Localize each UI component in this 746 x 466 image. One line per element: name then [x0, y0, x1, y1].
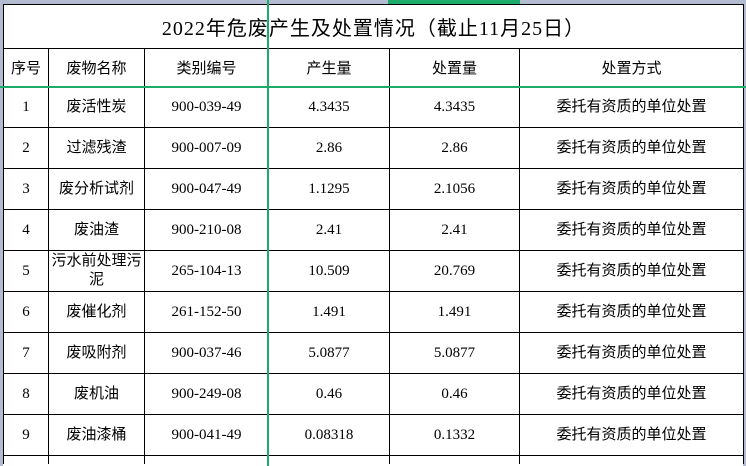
table-row: 5 污水前处理污泥 265-104-13 10.509 20.769 委托有资质的单位处置 [3, 250, 745, 292]
table-cell[interactable]: 3 [3, 168, 49, 210]
table-cell[interactable]: 委托有资质的单位处置 [518, 332, 745, 374]
table-cell[interactable]: 5.0877 [389, 332, 520, 374]
table-row: 3 废分析试剂 900-047-49 1.1295 2.1056 委托有资质的单位处置 [3, 168, 745, 210]
table-row: 7 废吸附剂 900-037-46 5.0877 5.0877 委托有资质的单位处置 [3, 332, 745, 374]
table-cell[interactable]: 900-047-49 [144, 168, 269, 210]
table-cell[interactable]: 2.86 [389, 127, 520, 169]
table-cell[interactable]: 9 [3, 414, 49, 456]
table-cell[interactable] [48, 455, 145, 464]
table-cell[interactable]: 委托有资质的单位处置 [518, 168, 745, 210]
table-cell[interactable]: 900-037-46 [144, 332, 269, 374]
table-cell[interactable]: 261-152-50 [144, 291, 269, 333]
table-cell[interactable]: 过滤残渣 [48, 127, 145, 169]
table-cell[interactable] [3, 455, 49, 464]
column-header-index[interactable]: 序号 [3, 48, 49, 87]
column-header-waste-name[interactable]: 废物名称 [48, 48, 145, 87]
table-cell[interactable]: 900-041-49 [144, 414, 269, 456]
table-cell[interactable]: 8 [3, 373, 49, 415]
table-cell[interactable]: 委托有资质的单位处置 [518, 86, 745, 128]
table-cell[interactable] [268, 455, 390, 464]
table-cell[interactable]: 900-007-09 [144, 127, 269, 169]
table-cell[interactable]: 7 [3, 332, 49, 374]
table-cell[interactable]: 委托有资质的单位处置 [518, 291, 745, 333]
table-cell[interactable]: 废活性炭 [48, 86, 145, 128]
table-cell[interactable]: 委托有资质的单位处置 [518, 209, 745, 251]
table-cell[interactable]: 20.769 [389, 250, 520, 292]
table-cell[interactable]: 10.509 [268, 250, 390, 292]
table-row: 6 废催化剂 261-152-50 1.491 1.491 委托有资质的单位处置 [3, 291, 745, 333]
table-cell[interactable]: 废分析试剂 [48, 168, 145, 210]
table-cell[interactable] [389, 455, 520, 464]
table-cell[interactable] [518, 455, 745, 464]
table-cell[interactable]: 5.0877 [268, 332, 390, 374]
table-cell[interactable]: 900-039-49 [144, 86, 269, 128]
table-cell[interactable]: 委托有资质的单位处置 [518, 127, 745, 169]
table-row: 4 废油渣 900-210-08 2.41 2.41 委托有资质的单位处置 [3, 209, 745, 251]
table-cell[interactable]: 4.3435 [389, 86, 520, 128]
header-row: 序号 废物名称 类别编号 产生量 处置量 处置方式 [3, 48, 745, 87]
column-header-category-code[interactable]: 类别编号 [144, 48, 269, 87]
column-header-disposal-method[interactable]: 处置方式 [518, 48, 745, 87]
table-cell[interactable]: 1 [3, 86, 49, 128]
table-cell[interactable]: 2.41 [268, 209, 390, 251]
table-cell[interactable]: 0.46 [268, 373, 390, 415]
table-cell[interactable]: 0.46 [389, 373, 520, 415]
table-cell[interactable]: 1.1295 [268, 168, 390, 210]
table-cell[interactable]: 4.3435 [268, 86, 390, 128]
window-edge-strip-right [743, 0, 746, 466]
table-cell[interactable]: 5 [3, 250, 49, 292]
table-row: 8 废机油 900-249-08 0.46 0.46 委托有资质的单位处置 [3, 373, 745, 415]
table-cell[interactable]: 委托有资质的单位处置 [518, 373, 745, 415]
table-cell[interactable]: 1.491 [389, 291, 520, 333]
page-title[interactable]: 2022年危废产生及处置情况（截止11月25日） [2, 4, 745, 49]
table-cell[interactable]: 废催化剂 [48, 291, 145, 333]
waste-table: 2022年危废产生及处置情况（截止11月25日） 序号 废物名称 类别编号 产生… [2, 4, 745, 464]
title-row: 2022年危废产生及处置情况（截止11月25日） [2, 4, 745, 49]
table-cell[interactable]: 4 [3, 209, 49, 251]
table-cell[interactable]: 委托有资质的单位处置 [518, 414, 745, 456]
table-cell[interactable]: 1.491 [268, 291, 390, 333]
table-cell[interactable]: 2.86 [268, 127, 390, 169]
freeze-pane-horizontal-line [0, 86, 746, 88]
selected-column-indicator [388, 0, 520, 4]
table-cell[interactable] [144, 455, 269, 464]
table-cell[interactable]: 2 [3, 127, 49, 169]
column-header-disposed[interactable]: 处置量 [389, 48, 520, 87]
freeze-pane-vertical-line [267, 0, 269, 466]
table-cell[interactable]: 6 [3, 291, 49, 333]
table-row: 1 废活性炭 900-039-49 4.3435 4.3435 委托有资质的单位处置 [3, 86, 745, 128]
table-row: 9 废油漆桶 900-041-49 0.08318 0.1332 委托有资质的单位处置 [3, 414, 745, 456]
table-cell[interactable]: 0.1332 [389, 414, 520, 456]
table-cell[interactable]: 2.41 [389, 209, 520, 251]
table-cell[interactable]: 污水前处理污泥 [48, 250, 145, 292]
column-header-produced[interactable]: 产生量 [268, 48, 390, 87]
window-edge-strip-top [0, 0, 746, 4]
table-cell[interactable]: 900-210-08 [144, 209, 269, 251]
table-cell[interactable]: 2.1056 [389, 168, 520, 210]
table-cell[interactable]: 废机油 [48, 373, 145, 415]
table-cell[interactable]: 265-104-13 [144, 250, 269, 292]
table-row: 2 过滤残渣 900-007-09 2.86 2.86 委托有资质的单位处置 [3, 127, 745, 169]
table-cell[interactable]: 委托有资质的单位处置 [518, 250, 745, 292]
table-cell[interactable]: 0.08318 [268, 414, 390, 456]
table-cell[interactable]: 废油漆桶 [48, 414, 145, 456]
partial-row [3, 455, 745, 464]
table-cell[interactable]: 废油渣 [48, 209, 145, 251]
table-cell[interactable]: 900-249-08 [144, 373, 269, 415]
window-edge-strip-left [0, 0, 3, 466]
table-cell[interactable]: 废吸附剂 [48, 332, 145, 374]
